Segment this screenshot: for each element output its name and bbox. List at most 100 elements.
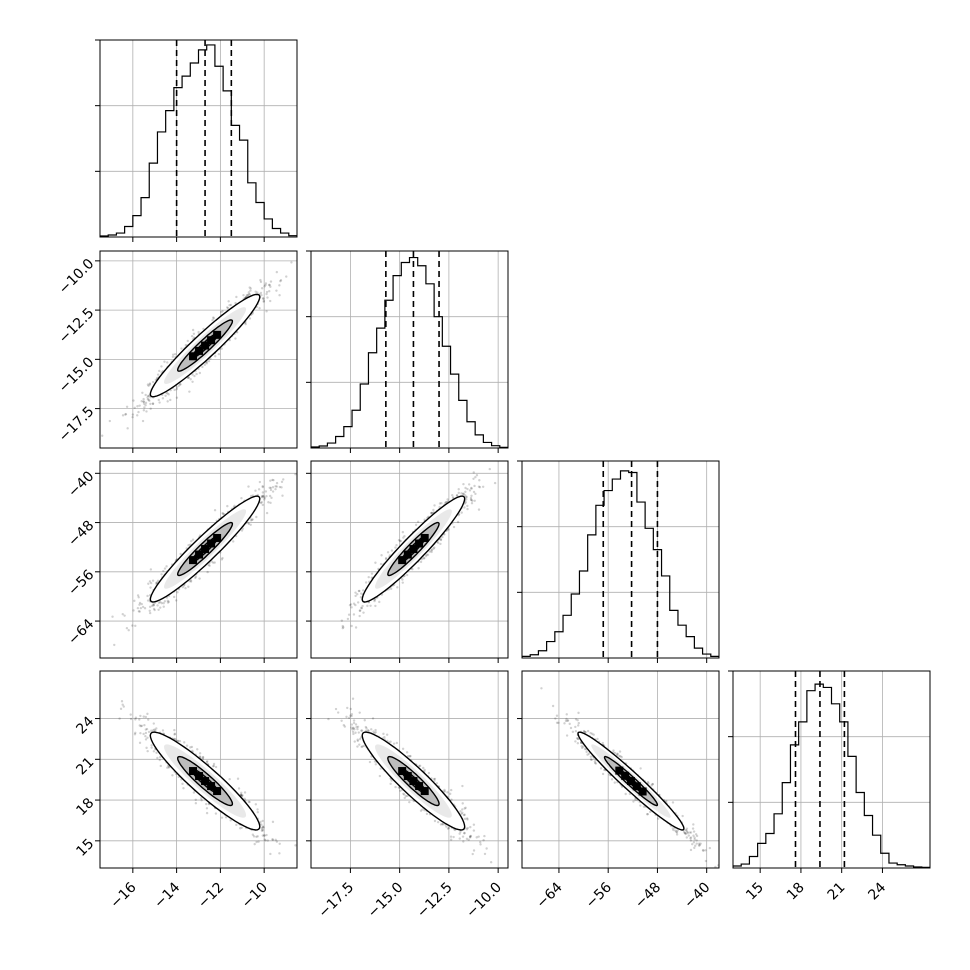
scatter-point	[138, 724, 141, 727]
scatter-point	[134, 731, 137, 735]
scatter-point	[362, 611, 365, 614]
scatter-point	[340, 619, 344, 622]
scatter-point	[472, 490, 476, 494]
scatter-point	[274, 485, 277, 488]
scatter-point	[155, 727, 158, 730]
density-core-cell	[213, 330, 222, 339]
scatter-point	[250, 518, 254, 521]
scatter-point	[268, 486, 271, 489]
scatter-point	[134, 624, 137, 628]
density-core-cell	[189, 352, 198, 361]
scatter-point	[232, 540, 235, 543]
scatter-point	[438, 502, 442, 505]
scatter-point	[411, 568, 414, 571]
scatter-point	[456, 520, 460, 524]
scatter-point	[151, 380, 155, 384]
density-core-cell	[201, 545, 210, 554]
scatter-point	[279, 279, 282, 283]
scatter-point	[440, 502, 443, 505]
scatter-point	[147, 398, 150, 402]
scatter-point	[163, 360, 166, 363]
scatter-point	[399, 539, 402, 543]
density-core-cell	[195, 550, 204, 559]
scatter-point	[151, 402, 155, 405]
scatter-point	[373, 599, 376, 603]
scatter-point	[349, 603, 353, 606]
scatter-point	[443, 533, 446, 536]
density-core-cell	[189, 556, 198, 565]
scatter-point	[464, 486, 467, 490]
scatter-point	[157, 398, 160, 402]
scatter-point	[439, 538, 443, 541]
scatter-point	[261, 491, 265, 494]
density-core-cell	[409, 545, 418, 554]
scatter-point	[160, 573, 163, 576]
scatter-point	[457, 491, 460, 495]
scatter-point	[159, 606, 162, 609]
scatter-point	[294, 473, 297, 476]
scatter-point	[451, 496, 455, 499]
scatter-point	[249, 494, 253, 498]
scatter-point	[142, 397, 145, 401]
scatter-point	[285, 275, 288, 278]
scatter-point	[142, 400, 145, 404]
scatter-point	[153, 608, 156, 612]
scatter-point	[141, 605, 145, 609]
scatter-point	[192, 791, 196, 794]
panel-frame	[99, 39, 298, 238]
scatter-point	[352, 613, 356, 616]
scatter-point	[278, 284, 281, 287]
scatter-point	[248, 800, 251, 804]
scatter-point	[430, 511, 434, 515]
scatter-point	[167, 600, 170, 603]
scatter-point	[192, 332, 196, 335]
scatter-point	[248, 317, 252, 320]
scatter-point	[141, 391, 144, 394]
scatter-point	[167, 766, 171, 769]
scatter-point	[136, 606, 140, 610]
scatter-point	[212, 316, 215, 319]
scatter-point	[161, 729, 165, 732]
scatter-point	[290, 261, 293, 264]
scatter-point	[229, 819, 232, 822]
scatter-point	[439, 538, 443, 542]
density-core-cell	[398, 556, 407, 565]
scatter-point	[254, 489, 257, 492]
scatter-point	[160, 365, 163, 368]
scatter-point	[261, 503, 264, 507]
scatter-point	[470, 487, 473, 490]
scatter-point	[234, 337, 237, 340]
scatter-point	[341, 624, 344, 628]
scatter-point	[147, 718, 150, 721]
scatter-point	[172, 595, 176, 599]
y-tick-label: −64	[65, 616, 97, 648]
scatter-point	[384, 556, 388, 560]
y-tick-label: −48	[65, 518, 97, 550]
scatter-point	[401, 530, 405, 534]
scatter-point	[162, 605, 165, 608]
scatter-point	[158, 369, 161, 373]
scatter-point	[462, 482, 465, 486]
scatter-point	[144, 738, 148, 741]
scatter-point	[374, 604, 377, 608]
scatter-point	[181, 585, 185, 589]
scatter-point	[146, 749, 149, 753]
scatter-point	[269, 280, 273, 283]
scatter-point	[239, 793, 243, 797]
scatter-point	[462, 492, 465, 496]
scatter-point	[470, 502, 474, 505]
scatter-point	[466, 504, 469, 508]
scatter-point	[244, 322, 247, 326]
scatter-point	[254, 803, 258, 806]
scatter-point	[210, 560, 213, 563]
scatter-point	[260, 287, 264, 290]
density-core-cell	[195, 346, 204, 355]
scatter-point	[189, 378, 192, 381]
scatter-point	[455, 494, 459, 497]
scatter-point	[156, 579, 160, 583]
scatter-point	[205, 362, 209, 365]
scatter-point	[245, 294, 249, 297]
scatter-point	[350, 624, 353, 628]
density-core-cell	[415, 539, 424, 548]
